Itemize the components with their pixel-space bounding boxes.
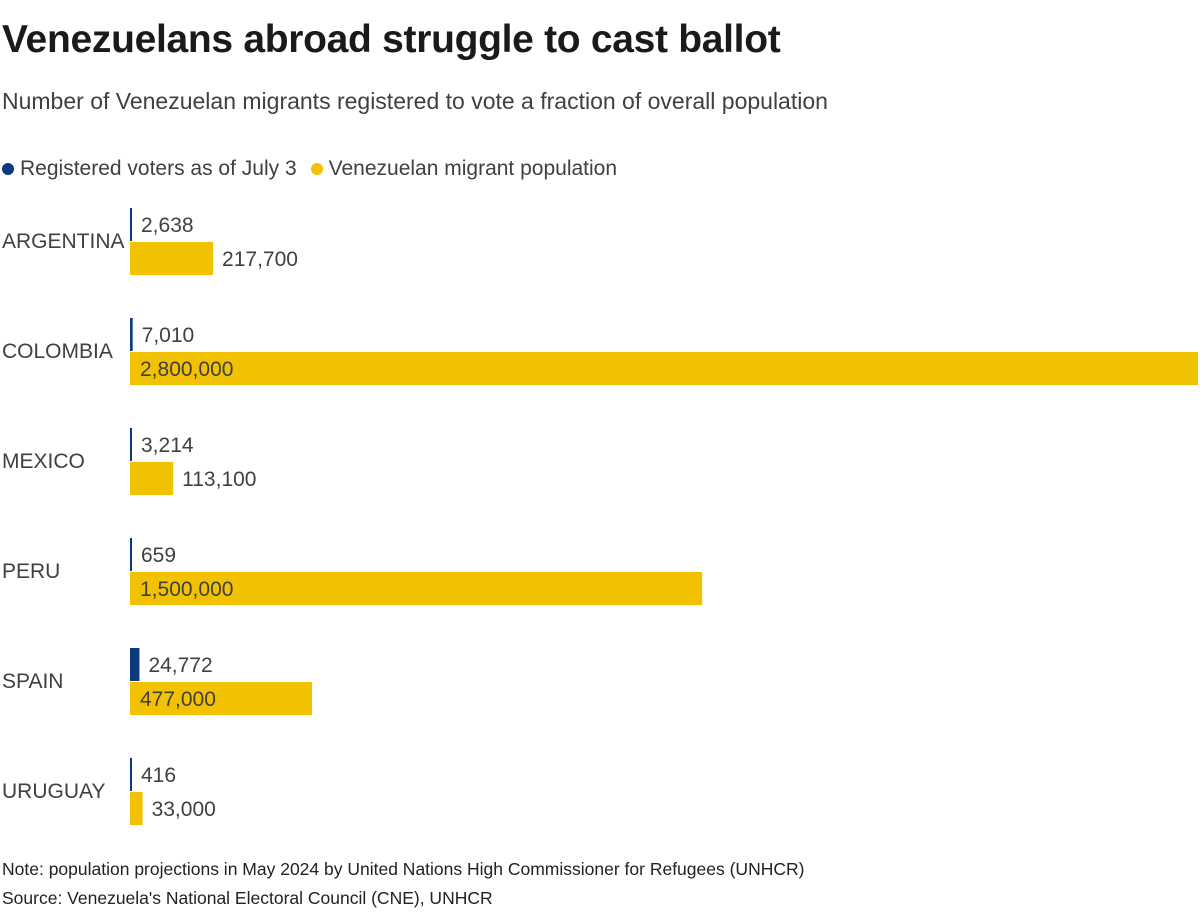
data-label-registered-spain: 24,772 (148, 654, 212, 677)
bar-registered-uruguay (130, 758, 132, 791)
legend-label-migrant-population: Venezuelan migrant population (328, 157, 618, 180)
data-label-population-colombia: 2,800,000 (140, 358, 233, 381)
bar-population-mexico (130, 462, 174, 495)
data-label-registered-uruguay: 416 (141, 764, 176, 787)
chart-title: Venezuelans abroad struggle to cast ball… (2, 18, 781, 61)
data-label-population-argentina: 217,700 (222, 248, 298, 271)
data-label-registered-argentina: 2,638 (141, 214, 194, 237)
legend-swatch-migrant-population (310, 163, 323, 175)
bar-registered-argentina (130, 208, 132, 241)
data-label-registered-peru: 659 (141, 544, 176, 567)
category-label-spain: SPAIN (2, 670, 63, 693)
data-label-population-uruguay: 33,000 (152, 798, 216, 821)
legend: Registered voters as of July 3 Venezuela… (2, 157, 631, 181)
category-label-uruguay: URUGUAY (2, 780, 105, 803)
data-label-registered-mexico: 3,214 (141, 434, 194, 457)
bar-registered-peru (130, 538, 132, 571)
legend-swatch-registered-voters (2, 163, 14, 175)
legend-item-registered-voters: Registered voters as of July 3 (2, 157, 297, 181)
category-label-mexico: MEXICO (2, 450, 85, 473)
legend-item-migrant-population: Venezuelan migrant population (310, 157, 618, 181)
bar-population-colombia (130, 352, 1198, 385)
category-label-colombia: COLOMBIA (2, 340, 113, 363)
bar-chart: ARGENTINA 2,638 217,700 COLOMBIA 7,010 2,800,… (2, 208, 1198, 825)
chart-subtitle: Number of Venezuelan migrants registered… (2, 88, 828, 114)
bar-population-peru (130, 572, 703, 605)
data-label-registered-colombia: 7,010 (142, 324, 195, 347)
data-label-population-peru: 1,500,000 (140, 578, 233, 601)
bar-registered-colombia (130, 318, 133, 351)
chart-source: Source: Venezuela's National Electoral C… (2, 888, 493, 908)
chart-note: Note: population projections in May 2024… (2, 859, 805, 879)
category-label-peru: PERU (2, 560, 60, 583)
bar-population-argentina (130, 242, 214, 275)
data-label-population-mexico: 113,100 (182, 468, 256, 491)
data-label-population-spain: 477,000 (140, 688, 216, 711)
category-label-argentina: ARGENTINA (2, 230, 125, 253)
legend-label-registered-voters: Registered voters as of July 3 (20, 157, 297, 180)
bar-population-spain (130, 682, 312, 715)
bar-registered-spain (130, 648, 140, 681)
bar-registered-mexico (130, 428, 132, 461)
bar-population-uruguay (130, 792, 143, 825)
